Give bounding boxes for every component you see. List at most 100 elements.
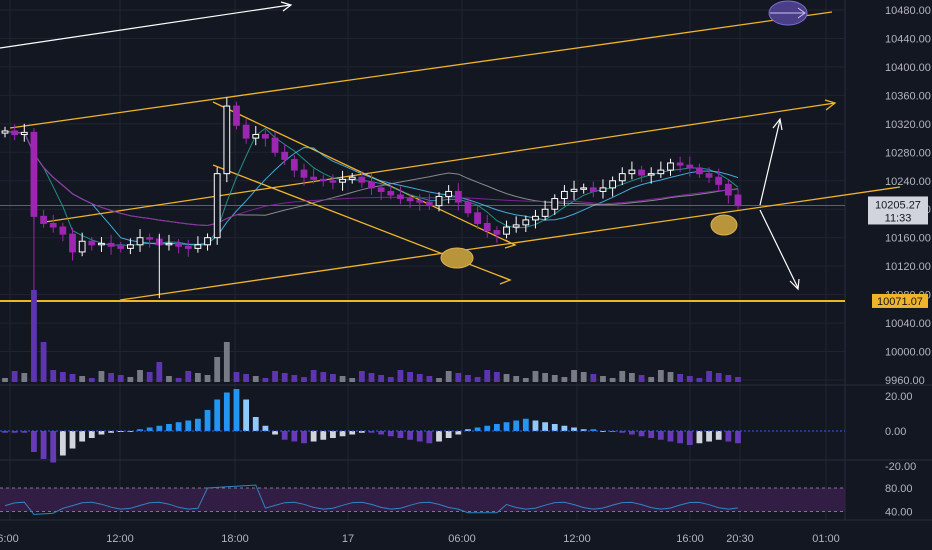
candle-body-41[interactable] [397, 194, 404, 200]
candle-body-5[interactable] [49, 222, 57, 228]
candle-body-63[interactable] [609, 180, 617, 189]
candle-body-47[interactable] [454, 190, 462, 203]
lower-channel-line[interactable] [119, 186, 901, 301]
candle-body-9[interactable] [88, 240, 96, 246]
candle-body-28[interactable] [271, 137, 279, 153]
candle-body-18[interactable] [175, 242, 182, 247]
last-price-label: 10205.27 [875, 199, 921, 211]
candle-body-2[interactable] [20, 131, 28, 136]
macd-bar-46 [445, 431, 452, 438]
candle-body-69[interactable] [667, 162, 674, 171]
white-arrow-up[interactable] [759, 119, 781, 206]
candle-body-48[interactable] [464, 201, 472, 214]
candle-body-72[interactable] [696, 167, 703, 175]
candle-body-21[interactable] [204, 237, 211, 246]
candle-body-46[interactable] [445, 190, 453, 197]
candle-body-8[interactable] [78, 240, 86, 253]
candle-body-34[interactable] [329, 180, 337, 183]
candle-body-51[interactable] [493, 230, 501, 235]
candle-body-1[interactable] [11, 130, 19, 136]
candle-body-66[interactable] [638, 169, 645, 176]
volume-bar-47 [455, 373, 462, 382]
candle-body-32[interactable] [310, 176, 318, 180]
candle-body-38[interactable] [368, 181, 375, 189]
candle-body-59[interactable] [570, 188, 578, 192]
candle-body-43[interactable] [416, 200, 424, 203]
candle-body-6[interactable] [59, 226, 67, 235]
candle-body-17[interactable] [165, 242, 173, 246]
candle-body-56[interactable] [541, 208, 549, 217]
candle-body-35[interactable] [339, 178, 346, 183]
candle-body-64[interactable] [618, 173, 626, 182]
candle-body-52[interactable] [503, 226, 510, 235]
candle-body-27[interactable] [262, 134, 269, 139]
candle-body-49[interactable] [474, 212, 481, 224]
candle-body-33[interactable] [319, 178, 327, 182]
candle-body-26[interactable] [252, 134, 260, 139]
candle-body-67[interactable] [647, 173, 655, 176]
candle-body-50[interactable] [483, 222, 491, 232]
middle-channel-line[interactable] [44, 102, 836, 223]
candle-body-73[interactable] [705, 173, 713, 178]
volume-bar-31 [301, 377, 307, 382]
candle-body-57[interactable] [551, 198, 559, 210]
macd-bar-76 [735, 431, 741, 444]
white-arrow-down[interactable] [759, 209, 799, 289]
candle-body-23[interactable] [223, 105, 231, 175]
descending-upper-line[interactable] [212, 101, 516, 246]
candle-body-76[interactable] [734, 194, 742, 207]
candle-body-7[interactable] [69, 233, 76, 253]
candle-body-36[interactable] [348, 176, 356, 180]
macd-bar-68 [657, 431, 664, 440]
candle-body-45[interactable] [435, 195, 443, 207]
candle-body-61[interactable] [589, 187, 597, 192]
candle-body-37[interactable] [358, 176, 366, 183]
macd-bar-60 [580, 429, 587, 431]
candle-body-70[interactable] [676, 162, 684, 166]
candle-body-54[interactable] [522, 219, 530, 226]
candle-body-53[interactable] [512, 224, 520, 228]
time-tick-7: 20:30 [726, 533, 754, 545]
candle-body-22[interactable] [213, 173, 221, 239]
candle-body-42[interactable] [406, 198, 414, 202]
low-marker-ellipse-2[interactable] [710, 214, 738, 236]
candle-body-39[interactable] [377, 187, 385, 192]
macd-bar-30 [291, 431, 298, 442]
candle-body-68[interactable] [657, 169, 665, 175]
candle-body-20[interactable] [194, 244, 202, 249]
volume-bar-68 [657, 370, 664, 382]
candle-body-10[interactable] [98, 242, 105, 246]
volume-bar-12 [117, 375, 124, 382]
candle-body-44[interactable] [425, 201, 433, 207]
candle-body-40[interactable] [387, 190, 395, 196]
candle-body-65[interactable] [628, 169, 636, 175]
volume-bar-74 [715, 373, 722, 382]
low-marker-ellipse-1[interactable] [440, 247, 474, 269]
volume-bar-9 [88, 378, 95, 382]
candle-body-58[interactable] [561, 190, 568, 200]
candle-body-74[interactable] [715, 176, 723, 185]
candle-body-55[interactable] [532, 215, 539, 221]
volume-bar-65 [629, 373, 635, 382]
candle-body-4[interactable] [40, 215, 47, 224]
candle-body-24[interactable] [233, 105, 240, 126]
candle-body-30[interactable] [290, 158, 298, 171]
candle-body-25[interactable] [242, 124, 250, 139]
macd-bar-39 [378, 431, 385, 435]
candle-body-0[interactable] [1, 130, 9, 134]
candle-body-11[interactable] [107, 242, 115, 247]
upper-channel-line[interactable] [9, 11, 833, 129]
candle-body-71[interactable] [686, 164, 694, 169]
white-arrow-top[interactable] [0, 4, 291, 49]
candle-body-62[interactable] [599, 187, 607, 192]
candle-body-29[interactable] [281, 151, 289, 160]
candle-body-13[interactable] [126, 244, 134, 249]
candle-body-75[interactable] [724, 183, 732, 196]
candle-body-31[interactable] [300, 169, 308, 178]
candle-body-15[interactable] [146, 237, 154, 240]
candle-body-12[interactable] [117, 245, 125, 249]
candle-body-19[interactable] [184, 245, 192, 249]
candle-body-60[interactable] [580, 187, 588, 190]
candle-body-14[interactable] [136, 237, 144, 246]
